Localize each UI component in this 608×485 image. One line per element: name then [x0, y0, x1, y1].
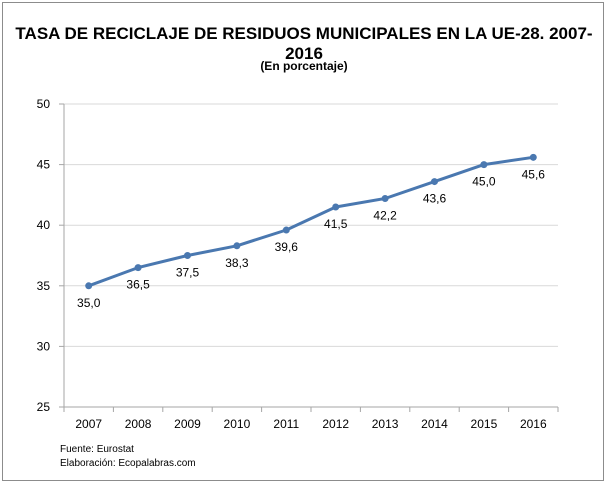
- x-tick-label: 2010: [224, 417, 251, 431]
- data-label: 45,6: [522, 167, 546, 181]
- chart-subtitle: (En porcentaje): [260, 59, 348, 73]
- data-label: 42,2: [373, 209, 397, 223]
- data-label: 38,3: [225, 256, 249, 270]
- y-tick-label: 40: [37, 218, 51, 232]
- y-tick-label: 25: [37, 400, 51, 414]
- x-tick-label: 2014: [421, 417, 448, 431]
- data-point: [233, 242, 241, 250]
- chart-frame: [2, 2, 604, 481]
- data-point: [332, 203, 340, 211]
- data-point: [480, 161, 488, 169]
- data-point: [381, 195, 389, 203]
- x-tick-label: 2008: [125, 417, 152, 431]
- x-tick-label: 2015: [471, 417, 498, 431]
- data-label: 41,5: [324, 217, 348, 231]
- x-tick-label: 2012: [322, 417, 349, 431]
- data-point: [431, 178, 438, 186]
- data-point: [529, 153, 537, 161]
- x-tick-label: 2011: [273, 417, 299, 431]
- data-point: [134, 264, 142, 272]
- chart-title: TASA DE RECICLAJE DE RESIDUOS MUNICIPALE…: [15, 24, 593, 63]
- data-point: [184, 252, 191, 259]
- x-tick-label: 2007: [75, 417, 102, 431]
- data-label: 39,6: [275, 240, 299, 254]
- y-tick-label: 45: [37, 158, 51, 172]
- y-tick-label: 50: [37, 97, 51, 111]
- data-point: [85, 282, 93, 290]
- data-label: 45,0: [472, 175, 496, 189]
- data-label: 43,6: [423, 192, 447, 206]
- x-tick-label: 2009: [174, 417, 201, 431]
- x-tick-label: 2013: [372, 417, 399, 431]
- data-point: [282, 226, 290, 234]
- y-tick-label: 30: [37, 339, 51, 353]
- x-tick-label: 2016: [520, 417, 547, 431]
- credit-note: Elaboración: Ecopalabras.com: [60, 458, 196, 469]
- data-label: 37,5: [176, 266, 200, 280]
- data-label: 35,0: [77, 296, 101, 310]
- y-tick-label: 35: [37, 279, 51, 293]
- source-note: Fuente: Eurostat: [60, 444, 134, 455]
- data-label: 36,5: [126, 278, 150, 292]
- series-line: [88, 155, 534, 288]
